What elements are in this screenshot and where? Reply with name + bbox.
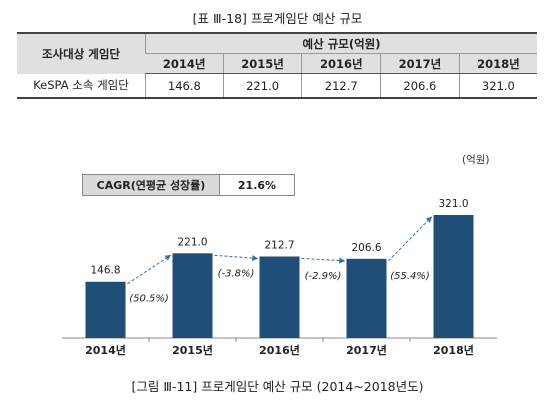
cagr-label: CAGR(연평균 성장률) <box>82 174 220 196</box>
x-tick-label: 2016년 <box>259 343 300 357</box>
x-tick-label: 2014년 <box>85 343 126 357</box>
table-cell: 221.0 <box>222 73 302 99</box>
table-cell: 321.0 <box>458 73 537 99</box>
bar-value-label: 212.7 <box>264 239 294 251</box>
budget-table: 조사대상 게임단 예산 규모(억원) 2014년 2015년 2016년 201… <box>17 32 537 99</box>
x-tick-label: 2015년 <box>172 343 213 357</box>
bar <box>85 281 126 338</box>
year-header: 2014년 <box>145 53 224 74</box>
table-cell: 146.8 <box>145 73 224 99</box>
bar <box>433 215 474 338</box>
table-row: KeSPA 소속 게임단 146.8 221.0 212.7 206.6 321… <box>17 73 537 99</box>
bar <box>346 258 387 338</box>
bar <box>259 256 300 338</box>
growth-arrow <box>127 254 172 285</box>
growth-label: (55.4%) <box>390 271 430 282</box>
year-header: 2015년 <box>222 53 302 74</box>
bar-value-label: 206.6 <box>351 242 381 254</box>
growth-arrow <box>301 257 346 264</box>
cagr-value: 21.6% <box>219 174 295 196</box>
table-cell: 212.7 <box>301 73 381 99</box>
year-header: 2018년 <box>458 53 537 74</box>
table-cell: 206.6 <box>380 73 460 99</box>
growth-arrow <box>214 254 259 262</box>
figure-caption: [그림 Ⅲ-11] 프로게임단 예산 규모 (2014~2018년도) <box>131 379 424 394</box>
growth-label: (-2.9%) <box>305 271 342 282</box>
row-header: 조사대상 게임단 <box>17 32 146 74</box>
x-tick-label: 2017년 <box>346 343 387 357</box>
bar-value-label: 221.0 <box>177 236 207 248</box>
growth-label: (-3.8%) <box>218 268 255 279</box>
row-label: KeSPA 소속 게임단 <box>17 73 146 99</box>
cagr-box: CAGR(연평균 성장률) 21.6% <box>82 174 295 196</box>
bar-value-label: 321.0 <box>438 198 468 210</box>
year-header: 2017년 <box>380 53 460 74</box>
bar <box>172 253 213 338</box>
year-header: 2016년 <box>301 53 381 74</box>
unit-label: (억원) <box>462 154 490 166</box>
bar-value-label: 146.8 <box>90 265 120 277</box>
table-caption: [표 Ⅲ-18] 프로게임단 예산 규모 <box>192 11 363 26</box>
growth-label: (50.5%) <box>129 294 169 305</box>
growth-arrow <box>388 216 433 262</box>
x-tick-label: 2018년 <box>433 343 474 357</box>
group-header: 예산 규모(억원) <box>145 32 537 54</box>
